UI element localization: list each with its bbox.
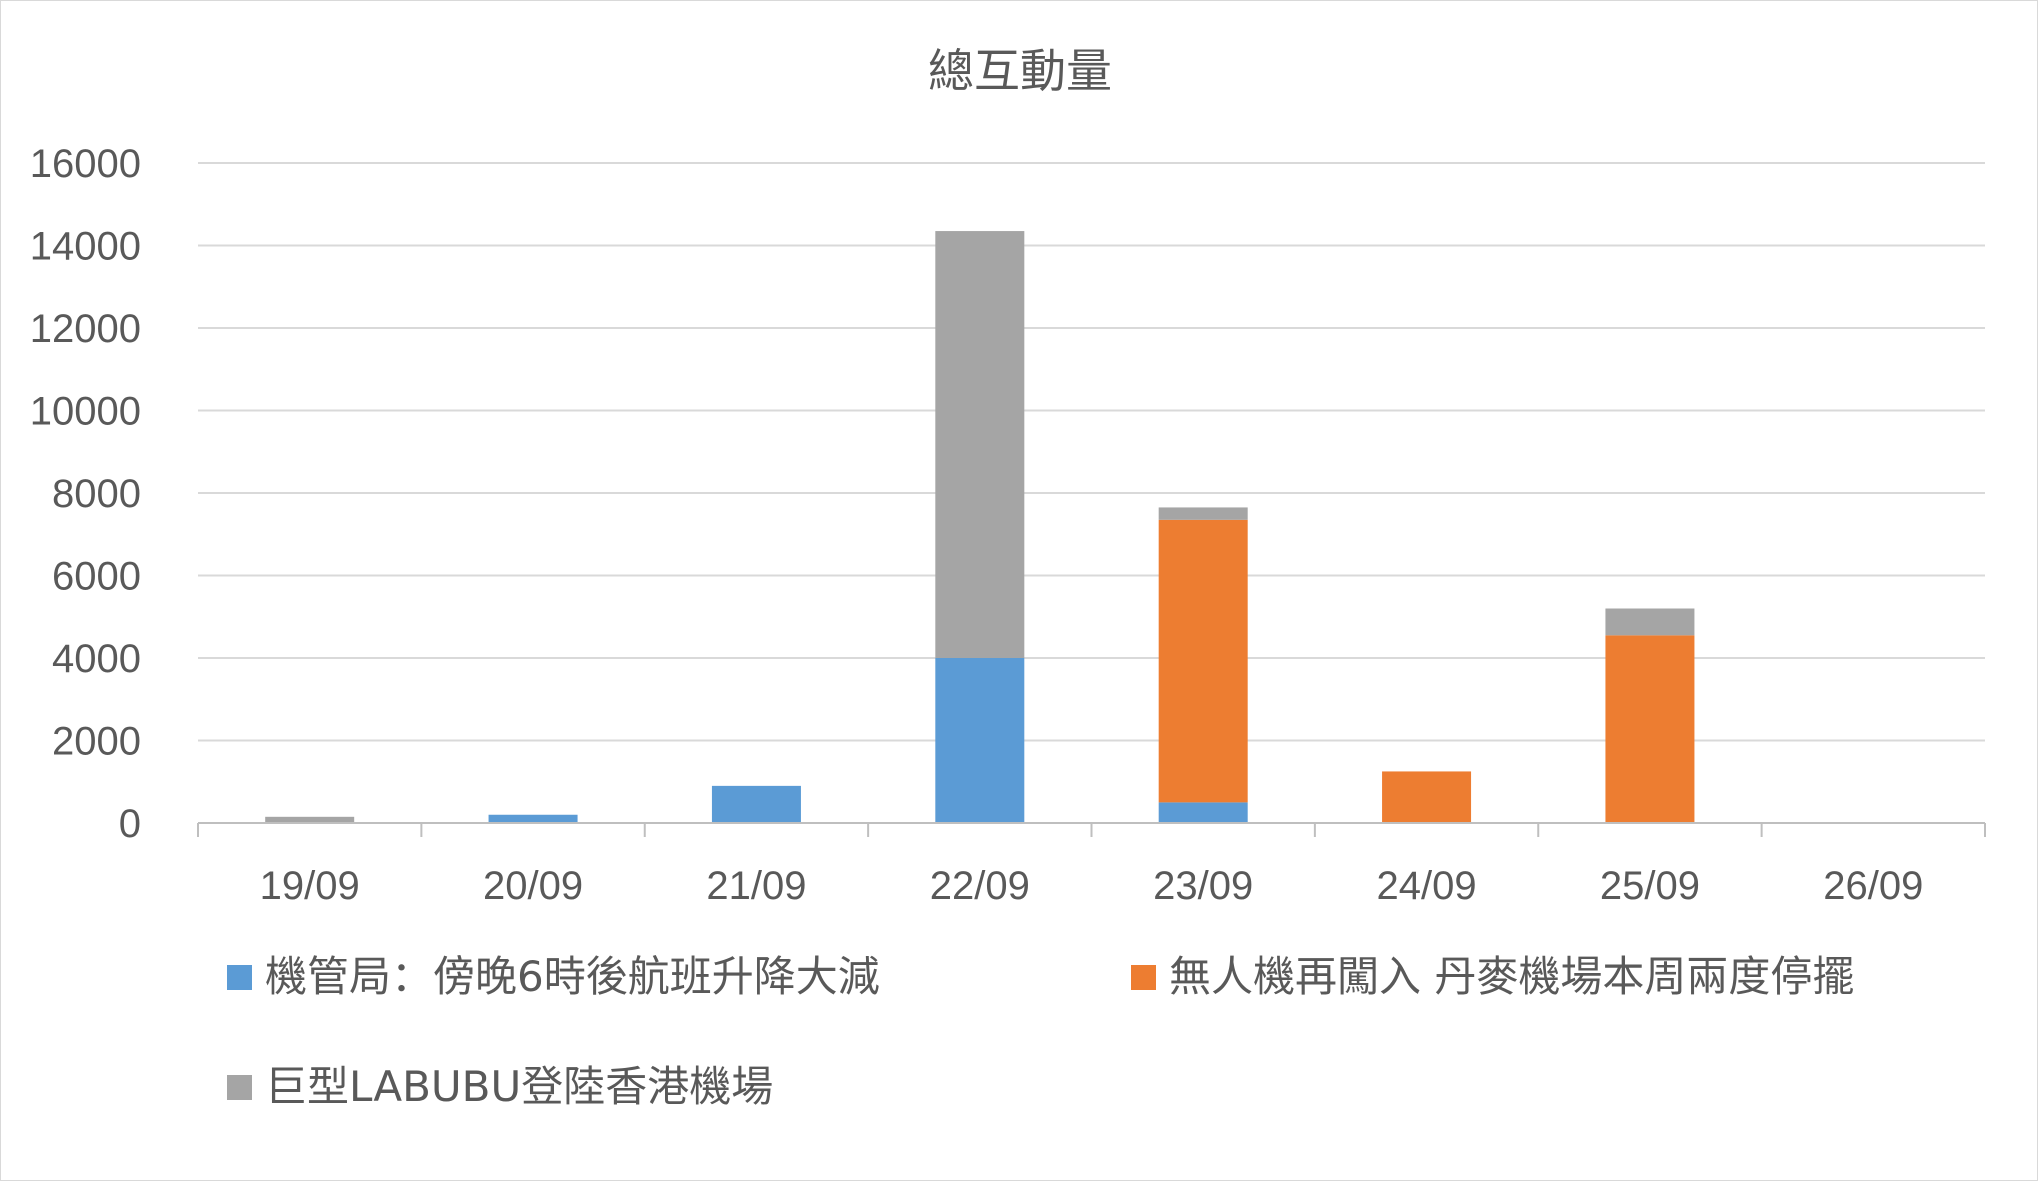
legend: 機管局：傍晚6時後航班升降大減 無人機再闖入 丹麥機場本周兩度停擺巨型LABUBU… [227, 952, 1854, 1111]
x-tick-label: 20/09 [483, 864, 583, 908]
bar-segment [1158, 519, 1248, 803]
grid-lines [198, 162, 1985, 742]
x-tick-label: 22/09 [930, 864, 1030, 908]
y-tick-label: 14000 [30, 225, 141, 269]
x-tick-label: 25/09 [1600, 864, 1700, 908]
y-tick-label: 2000 [52, 720, 141, 764]
y-tick-label: 10000 [30, 390, 141, 434]
bar-segment [935, 658, 1025, 823]
bar-segment [1158, 802, 1248, 823]
legend-swatch [227, 1075, 252, 1100]
x-tick-label: 24/09 [1377, 864, 1477, 908]
bar-segment [711, 785, 801, 823]
bar-segment [1158, 507, 1248, 520]
legend-swatch [227, 965, 252, 990]
x-tick-label: 21/09 [706, 864, 806, 908]
y-tick-label: 12000 [30, 307, 141, 351]
bar-segment [1605, 608, 1695, 636]
legend-swatch [1131, 965, 1156, 990]
y-tick-label: 16000 [30, 142, 141, 186]
legend-label: 無人機再闖入 丹麥機場本周兩度停擺 [1169, 952, 1854, 1001]
y-tick-label: 4000 [52, 637, 141, 681]
bar-segment [488, 814, 578, 823]
y-tick-label: 6000 [52, 555, 141, 599]
x-tick-label: 26/09 [1823, 864, 1923, 908]
x-tick-label: 19/09 [260, 864, 360, 908]
legend-label: 巨型LABUBU登陸香港機場 [265, 1062, 773, 1111]
bar-segment [1605, 635, 1695, 823]
x-tick-label: 23/09 [1153, 864, 1253, 908]
bar-segment [1382, 771, 1472, 823]
legend-label: 機管局：傍晚6時後航班升降大減 [265, 952, 880, 1001]
y-axis-tick-labels: 0 2000 4000 6000 8000 10000 12000 14000 16000 [30, 142, 141, 846]
y-tick-label: 8000 [52, 472, 141, 516]
bar-segment [265, 816, 355, 823]
x-axis-tick-labels: 19/09 20/09 21/09 22/09 23/09 24/09 25/09 26/09 [260, 864, 1924, 908]
y-tick-label: 0 [119, 802, 141, 846]
bars [265, 231, 1695, 823]
x-axis [197, 822, 1986, 837]
bar-segment [935, 231, 1025, 658]
chart-title: 總互動量 [928, 44, 1112, 98]
